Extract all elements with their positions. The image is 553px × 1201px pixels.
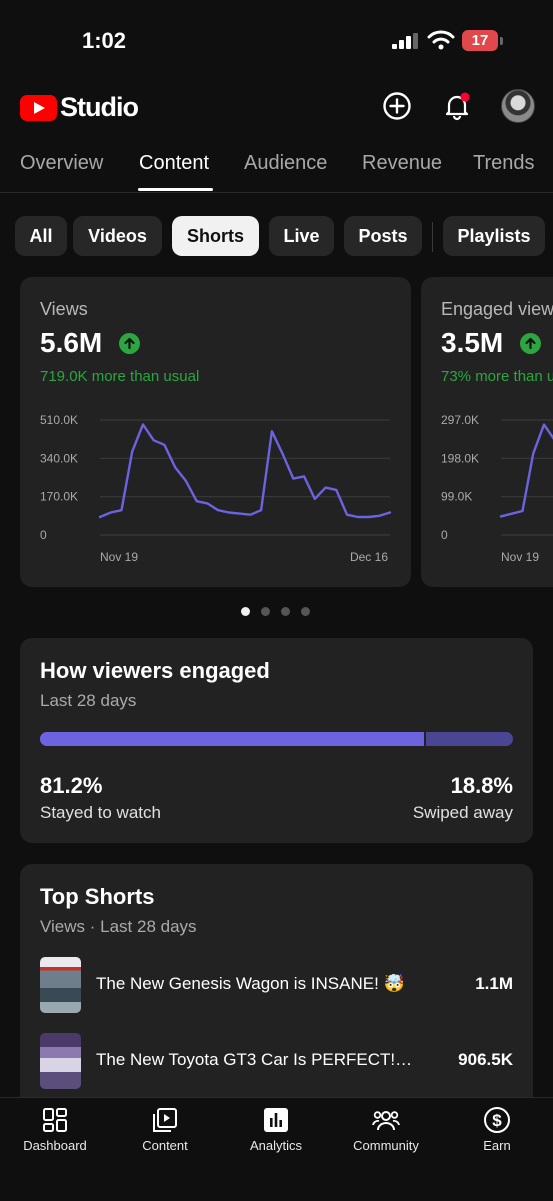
youtube-play-logo-icon (20, 94, 57, 121)
nav-community[interactable]: Community (331, 1098, 441, 1168)
chip-posts[interactable]: Posts (344, 216, 422, 256)
list-item[interactable]: The New Genesis Wagon is INSANE! 🤯 1.1M (40, 957, 513, 1013)
trend-up-icon (119, 333, 140, 354)
card-subtitle: Views · Last 28 days (40, 917, 197, 936)
metric-label: Engaged views (441, 299, 553, 319)
stayed-bar-fill (40, 732, 427, 746)
page-dot-2[interactable] (261, 607, 270, 616)
metric-value: 5.6M (40, 327, 103, 358)
metric-comparison: 719.0K more than usual (40, 368, 200, 385)
notifications-button[interactable] (440, 89, 474, 123)
community-icon (372, 1111, 400, 1131)
chip-shorts[interactable]: Shorts (172, 216, 259, 256)
y-tick-label: 340.0K (40, 451, 78, 465)
tab-trends[interactable]: Trends (473, 152, 535, 174)
studio-logo[interactable]: Studio (20, 92, 139, 123)
svg-text:$: $ (492, 1111, 502, 1130)
content-filter-chips: All Videos Shorts Live Posts Playlists (0, 216, 553, 256)
metric-label: Views (40, 299, 88, 319)
metric-comparison: 73% more than usual (441, 368, 553, 385)
x-tick-label: Nov 19 (501, 550, 539, 564)
tab-revenue[interactable]: Revenue (362, 152, 443, 174)
y-tick-label: 99.0K (441, 490, 472, 504)
content-icon (153, 1108, 177, 1132)
chip-divider (432, 222, 433, 252)
wifi-icon (427, 30, 455, 50)
active-tab-indicator (138, 188, 213, 191)
page-dot-3[interactable] (281, 607, 290, 616)
nav-label: Dashboard (23, 1138, 87, 1153)
y-tick-label: 510.0K (40, 413, 78, 427)
engaged-views-metric-card[interactable]: Engaged views 3.5M 73% more than usual 2… (421, 277, 553, 587)
nav-dashboard[interactable]: Dashboard (0, 1098, 110, 1168)
chip-videos[interactable]: Videos (73, 216, 162, 256)
chip-live[interactable]: Live (269, 216, 334, 256)
short-thumbnail (40, 957, 81, 1013)
series-line (98, 423, 392, 519)
short-views: 1.1M (475, 974, 513, 993)
nav-label: Earn (483, 1138, 511, 1153)
nav-label: Analytics (249, 1138, 303, 1153)
nav-label: Content (142, 1138, 188, 1153)
views-line-chart: 510.0K 340.0K 170.0K 0 Nov 19 Dec 16 (40, 413, 392, 564)
chip-playlists[interactable]: Playlists (443, 216, 545, 256)
series-line (499, 423, 553, 518)
carousel-page-indicator (241, 607, 321, 617)
engagement-card[interactable]: How viewers engaged Last 28 days 81.2% S… (20, 638, 533, 843)
x-tick-label: Nov 19 (100, 550, 138, 564)
y-tick-label: 297.0K (441, 413, 479, 427)
short-title: The New Genesis Wagon is INSANE! 🤯 (96, 974, 405, 993)
short-views: 906.5K (458, 1050, 513, 1069)
tab-content[interactable]: Content (139, 152, 210, 174)
y-tick-label: 0 (441, 528, 448, 542)
nav-label: Community (353, 1138, 419, 1153)
bell-icon (445, 92, 470, 121)
status-bar: 1:02 17 (0, 0, 553, 80)
section-tabs: Overview Content Audience Revenue Trends (0, 135, 553, 193)
metric-value: 3.5M (441, 327, 504, 358)
swiped-label: Swiped away (412, 803, 513, 822)
list-item[interactable]: The New Toyota GT3 Car Is PERFECT!… 906.… (40, 1033, 513, 1089)
cellular-signal-icon (392, 33, 418, 49)
app-header: Studio (0, 80, 553, 135)
brand-name: Studio (60, 92, 139, 122)
battery-cap (500, 37, 503, 45)
stayed-label: Stayed to watch (40, 803, 161, 822)
short-title: The New Toyota GT3 Car Is PERFECT!… (96, 1050, 413, 1069)
account-avatar[interactable] (501, 89, 535, 123)
x-tick-label: Dec 16 (350, 550, 388, 564)
dashboard-icon (43, 1108, 67, 1132)
status-time: 1:02 (82, 28, 127, 53)
nav-content[interactable]: Content (110, 1098, 220, 1168)
nav-earn[interactable]: $ Earn (442, 1098, 552, 1168)
earn-icon: $ (484, 1107, 510, 1133)
battery-indicator: 17 (462, 30, 498, 51)
card-title: Top Shorts (40, 884, 155, 909)
create-button[interactable] (380, 89, 414, 123)
stayed-percent: 81.2% (40, 773, 103, 798)
bottom-navigation: Dashboard Content Analytics Community (0, 1097, 553, 1201)
page-dot-1[interactable] (241, 607, 250, 616)
card-subtitle: Last 28 days (40, 691, 137, 710)
engaged-views-card-viewport: Engaged views 3.5M 73% more than usual 2… (421, 277, 553, 587)
views-metric-card[interactable]: Views 5.6M 719.0K more than usual 510.0K… (20, 277, 411, 587)
tab-audience[interactable]: Audience (244, 152, 328, 174)
nav-analytics[interactable]: Analytics (221, 1098, 331, 1168)
y-tick-label: 198.0K (441, 451, 479, 465)
engagement-bar (40, 732, 513, 746)
y-tick-label: 170.0K (40, 490, 78, 504)
card-title: How viewers engaged (40, 658, 270, 683)
chip-all[interactable]: All (15, 216, 67, 256)
y-tick-label: 0 (40, 528, 47, 542)
swiped-percent: 18.8% (450, 773, 513, 798)
top-shorts-card[interactable]: Top Shorts Views · Last 28 days The New … (20, 864, 533, 1124)
page-dot-4[interactable] (301, 607, 310, 616)
tab-overview[interactable]: Overview (20, 152, 104, 174)
trend-up-icon (520, 333, 541, 354)
add-circle-icon (383, 92, 411, 120)
short-thumbnail (40, 1033, 81, 1089)
analytics-icon (264, 1108, 288, 1132)
